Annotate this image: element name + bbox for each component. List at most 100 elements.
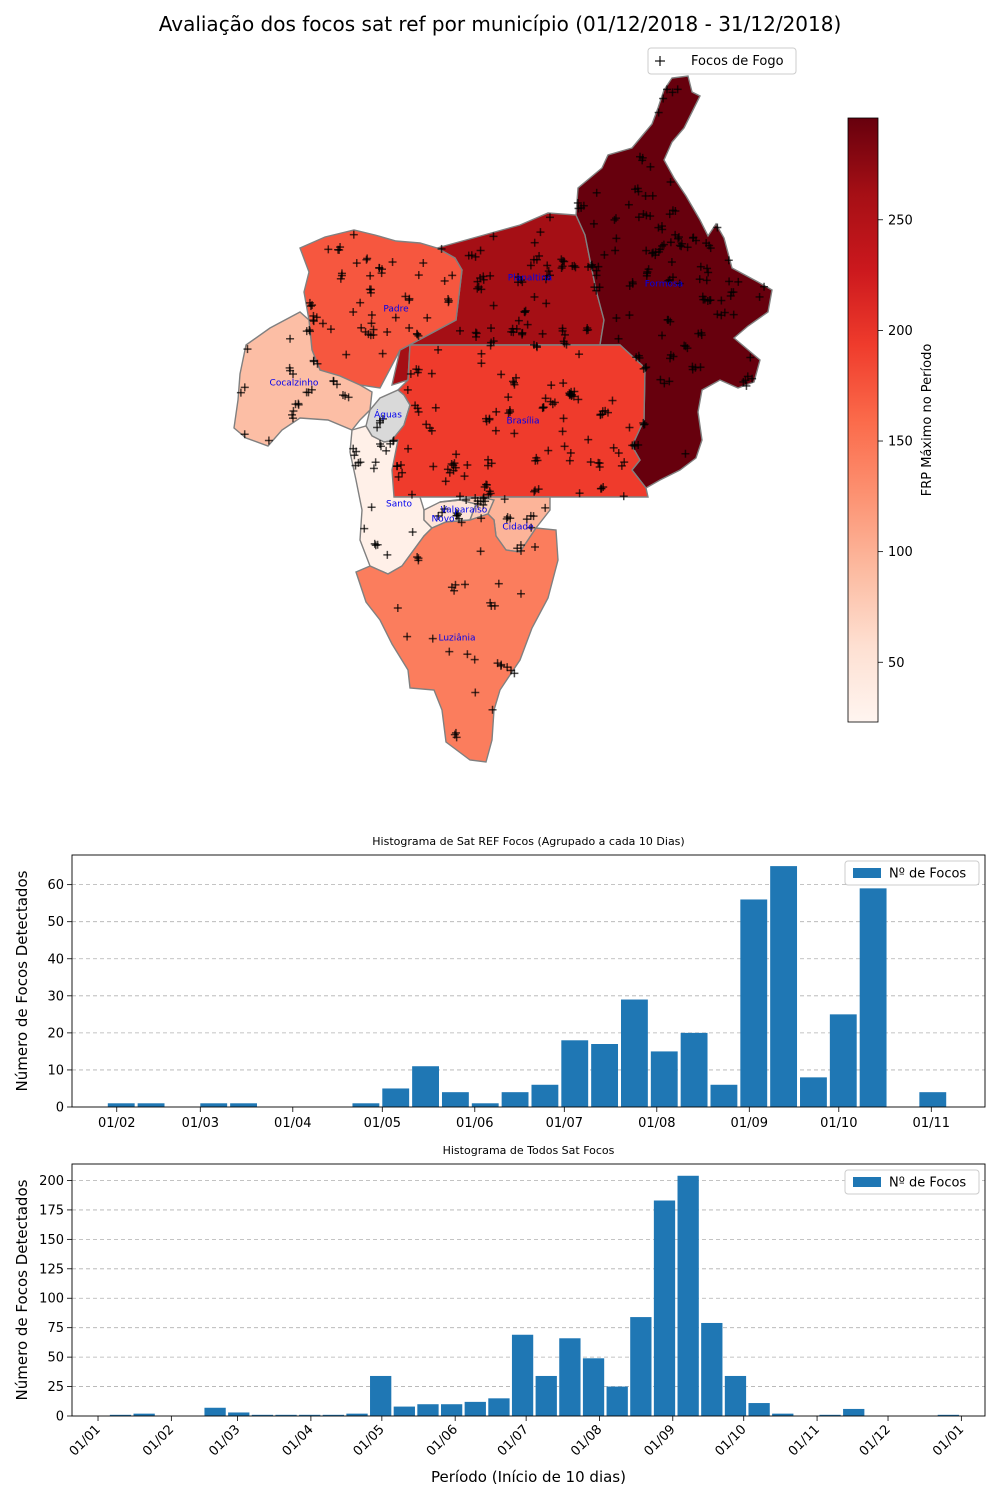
fire-point-marker — [403, 632, 412, 641]
fire-point-marker — [422, 420, 431, 429]
histogram-bar — [800, 1077, 827, 1107]
fire-point-marker — [336, 274, 345, 283]
fire-point-marker — [529, 512, 538, 521]
fire-point-marker — [510, 429, 519, 438]
main-title: Avaliação dos focos sat ref por municípi… — [158, 12, 842, 36]
fire-point-marker — [545, 213, 554, 222]
plot-frame — [71, 854, 986, 1108]
fire-point-marker — [713, 223, 722, 232]
histogram-bar — [464, 1401, 486, 1416]
fire-point-marker — [488, 705, 497, 714]
fire-point-marker — [617, 461, 626, 470]
fire-point-marker — [487, 324, 496, 333]
histogram-bar — [346, 1413, 368, 1416]
colorbar-gradient — [847, 117, 879, 723]
fire-point-marker — [658, 225, 667, 234]
fire-point-marker — [423, 313, 432, 322]
chart-title: Histograma de Sat REF Focos (Agrupado a … — [372, 835, 684, 848]
fire-point-marker — [583, 324, 592, 333]
fire-point-marker — [427, 369, 436, 378]
fire-point-marker — [724, 256, 733, 265]
fire-point-marker — [584, 325, 593, 334]
fire-point-marker — [646, 212, 655, 221]
fire-point-marker — [594, 458, 603, 467]
fire-point-marker — [541, 275, 550, 284]
fire-point-marker — [305, 325, 314, 334]
y-tick-label: 30 — [47, 989, 64, 1004]
fire-point-marker — [497, 660, 506, 669]
fire-point-marker — [479, 493, 488, 502]
municipality-luziania — [355, 513, 559, 763]
fire-point-marker — [667, 258, 676, 267]
fire-point-marker — [462, 495, 471, 504]
fire-point-marker — [451, 580, 460, 589]
y-tick-label: 50 — [47, 1351, 64, 1366]
fire-point-marker — [702, 276, 711, 285]
fire-point-marker — [375, 263, 384, 272]
fire-point-marker — [531, 486, 540, 495]
fire-point-marker — [369, 464, 378, 473]
fire-point-marker — [630, 440, 639, 449]
histogram-bar — [501, 1092, 529, 1107]
fire-point-marker — [448, 271, 457, 280]
y-tick-label: 0 — [56, 1410, 64, 1425]
y-tick-label: 175 — [39, 1203, 64, 1218]
fire-point-marker — [324, 245, 333, 254]
fire-point-marker — [329, 377, 338, 386]
fire-point-marker — [356, 298, 365, 307]
fire-point-marker — [742, 381, 751, 390]
fire-point-marker — [497, 370, 506, 379]
histogram-bar — [107, 1103, 135, 1107]
fire-point-marker — [664, 276, 673, 285]
fire-point-marker — [306, 302, 315, 311]
histogram-bar — [488, 1398, 510, 1416]
fire-point-marker — [337, 269, 346, 278]
x-tick-label: 01/01 — [930, 1422, 967, 1459]
fire-point-marker — [445, 647, 454, 656]
legend-swatch — [853, 1177, 881, 1187]
fire-point-marker — [516, 541, 525, 550]
fire-point-marker — [302, 388, 311, 397]
histogram-bar — [133, 1413, 155, 1416]
fire-point-marker — [506, 407, 515, 416]
fire-point-marker — [534, 485, 543, 494]
colorbar-tick-label: 200 — [888, 324, 913, 339]
fire-point-marker — [407, 490, 416, 499]
fire-point-marker — [405, 323, 414, 332]
fire-point-marker — [367, 319, 376, 328]
fire-point-marker — [668, 88, 677, 97]
fire-point-marker — [264, 436, 273, 445]
histogram-bar — [710, 1084, 738, 1107]
fire-point-marker — [720, 308, 729, 317]
fire-point-marker — [743, 372, 752, 381]
fire-point-marker — [428, 634, 437, 643]
municipality-label: Valparaíso — [441, 506, 488, 516]
fire-point-marker — [405, 296, 414, 305]
histogram-bar — [204, 1407, 226, 1416]
fire-point-marker — [486, 598, 495, 607]
fire-point-marker — [414, 554, 423, 563]
fire-point-marker — [559, 379, 568, 388]
x-tick-label: 01/01 — [67, 1422, 104, 1459]
histogram-bar — [137, 1103, 165, 1107]
histogram-bar — [440, 1404, 463, 1416]
fire-point-marker — [656, 375, 665, 384]
fire-point-marker — [666, 350, 675, 359]
histogram-bar — [370, 1375, 392, 1416]
x-tick-label: 01/08 — [638, 1116, 675, 1130]
fire-point-marker — [450, 459, 459, 468]
histogram-bar — [531, 1084, 559, 1107]
fire-point-marker — [411, 401, 420, 410]
histogram-bar — [251, 1414, 274, 1416]
fire-point-marker — [612, 314, 621, 323]
fire-point-marker — [565, 389, 574, 398]
municipality-label: Brasília — [506, 417, 539, 427]
x-tick-label: 01/11 — [913, 1116, 950, 1130]
fire-point-marker — [473, 499, 482, 508]
histogram-bar — [322, 1414, 345, 1416]
fire-point-marker — [588, 263, 597, 272]
fire-point-marker — [382, 446, 391, 455]
fire-point-marker — [638, 153, 647, 162]
histogram-bar — [417, 1404, 439, 1416]
fire-point-marker — [464, 251, 473, 260]
